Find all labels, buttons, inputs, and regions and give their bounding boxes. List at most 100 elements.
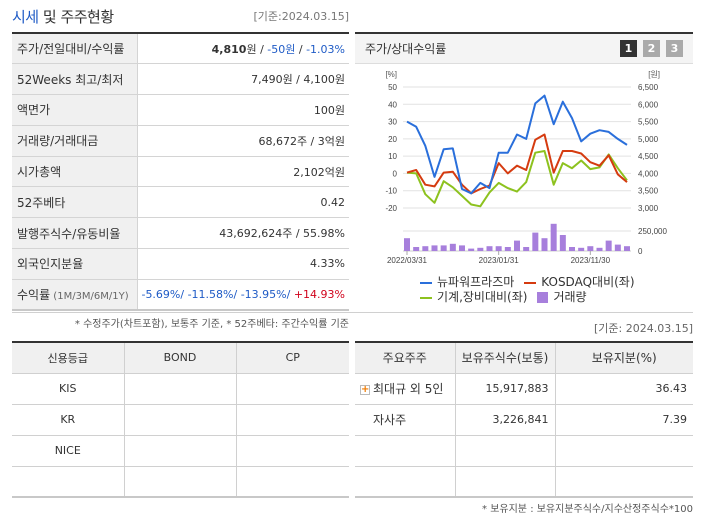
svg-text:[%]: [%] <box>385 70 397 79</box>
row-label: 수익률 <box>17 288 51 303</box>
price-change-rate: -1.03% <box>306 42 345 56</box>
row-value: 4.33% <box>137 248 349 280</box>
svg-text:5,000: 5,000 <box>638 135 659 144</box>
base-date: [기준:2024.03.15] <box>253 10 349 23</box>
svg-text:-20: -20 <box>385 204 397 213</box>
table-row: 52주베타 0.42 <box>12 186 349 219</box>
row-value: 0.42 <box>137 186 349 219</box>
chart-panel: 주가/상대수익률 1 2 3 [%] [원] 50 6,500 40 6,000 30 5,5… <box>355 0 693 309</box>
row-label: 주가/전일대비/수익률 <box>12 33 138 65</box>
market-summary-panel: 시세 및 주주현황 [기준:2024.03.15] 주가/전일대비/수익률 4,… <box>12 0 349 330</box>
table-row <box>355 434 693 467</box>
table-row: + 최대규 외 5인 15,917,883 36.43 <box>355 372 693 405</box>
current-price: 4,810 <box>211 42 247 56</box>
row-label: 52주베타 <box>12 186 138 219</box>
chart-legend: 뉴파워프라즈마 KOSDAQ대비(좌) 기계,장비대비(좌) 거래량 <box>420 275 635 305</box>
table-row: 발행주식수/유동비율 43,692,624주 / 55.98% <box>12 217 349 250</box>
row-label: 52Weeks 최고/최저 <box>12 63 138 96</box>
svg-text:2023/01/31: 2023/01/31 <box>479 256 520 265</box>
market-info-table: 주가/전일대비/수익률 4,810원 / -50원 / -1.03% 52Wee… <box>12 32 349 312</box>
legend-item[interactable]: 거래량 <box>537 290 587 305</box>
svg-text:3,000: 3,000 <box>638 204 659 213</box>
svg-text:50: 50 <box>388 83 397 92</box>
svg-text:0: 0 <box>638 247 643 256</box>
shareholder-name[interactable]: 최대규 외 5인 <box>373 382 444 396</box>
credit-grade-table: 신용등급 BOND CP KIS KR NICE <box>12 341 349 498</box>
expand-plus-icon[interactable]: + <box>360 383 370 395</box>
legend-line-icon <box>420 296 432 299</box>
chart-area: [%] [원] 50 6,500 40 6,000 30 5,500 20 5,000 10 4,50… <box>355 64 693 309</box>
shareholder-footnote: * 보유지분 : 보유지분주식수/지수산정주식수*100 <box>482 504 693 515</box>
shareholder-base-date: [기준: 2024.03.15] <box>593 322 693 335</box>
svg-text:2023/11/30: 2023/11/30 <box>571 256 611 265</box>
chart-tab-3[interactable]: 3 <box>666 40 683 57</box>
table-row <box>355 465 693 498</box>
table-row: 거래량/거래대금 68,672주 / 3억원 <box>12 125 349 157</box>
price-change: -50원 <box>267 42 296 56</box>
svg-text:[원]: [원] <box>648 70 660 79</box>
svg-text:250,000: 250,000 <box>638 227 667 236</box>
svg-text:30: 30 <box>388 118 397 127</box>
legend-item[interactable]: KOSDAQ대비(좌) <box>524 275 635 290</box>
section-title: 시세 및 주주현황 <box>12 7 114 26</box>
row-label: 외국인지분율 <box>12 248 138 280</box>
footnote: * 수정주가(차트포함), 보통주 기준, * 52주베타: 주간수익률 기준 <box>74 319 349 331</box>
svg-text:-10: -10 <box>385 187 397 196</box>
row-value: 43,692,624주 / 55.98% <box>137 217 349 250</box>
column-header: 보유지분(%) <box>554 341 693 374</box>
row-value: 2,102억원 <box>137 156 349 188</box>
row-value: 68,672주 / 3억원 <box>137 125 349 157</box>
column-header: 보유주식수(보통) <box>454 341 556 374</box>
returns-values: -5.69%/ -11.58%/ -13.95%/ +14.93% <box>137 279 349 312</box>
svg-text:20: 20 <box>388 135 397 144</box>
svg-text:6,000: 6,000 <box>638 100 659 109</box>
chart-tab-2[interactable]: 2 <box>643 40 660 57</box>
svg-text:6,500: 6,500 <box>638 83 659 92</box>
column-header: 신용등급 <box>12 341 125 374</box>
row-value: 7,490원 / 4,100원 <box>137 63 349 96</box>
table-row: 시가총액 2,102억원 <box>12 156 349 188</box>
divider <box>12 312 693 313</box>
column-header: CP <box>235 341 349 374</box>
table-row: NICE <box>12 434 349 467</box>
table-row: 액면가 100원 <box>12 94 349 126</box>
shareholder-name: 자사주 <box>355 403 456 436</box>
table-row: 52Weeks 최고/최저 7,490원 / 4,100원 <box>12 63 349 96</box>
row-label: 시가총액 <box>12 156 138 188</box>
row-label: 발행주식수/유동비율 <box>12 217 138 250</box>
table-row <box>12 465 349 498</box>
section-header: 시세 및 주주현황 [기준:2024.03.15] <box>12 0 349 32</box>
chart-page-tabs: 1 2 3 <box>620 40 683 57</box>
table-row: 주가/전일대비/수익률 4,810원 / -50원 / -1.03% <box>12 33 349 65</box>
table-header-row: 주요주주 보유주식수(보통) 보유지분(%) <box>355 341 693 374</box>
legend-square-icon <box>537 292 549 303</box>
shareholders-table: 주요주주 보유주식수(보통) 보유지분(%) + 최대규 외 5인 15,917,… <box>355 341 693 498</box>
legend-item[interactable]: 뉴파워프라즈마 <box>420 275 514 290</box>
row-value: 100원 <box>137 94 349 126</box>
svg-text:2022/03/31: 2022/03/31 <box>387 256 428 265</box>
table-header-row: 신용등급 BOND CP <box>12 341 349 374</box>
legend-item[interactable]: 기계,장비대비(좌) <box>420 290 527 305</box>
row-label: 액면가 <box>12 94 138 126</box>
svg-text:4,500: 4,500 <box>638 152 659 161</box>
svg-text:4,000: 4,000 <box>638 169 659 178</box>
svg-text:40: 40 <box>388 100 397 109</box>
column-header: BOND <box>123 341 237 374</box>
svg-text:3,500: 3,500 <box>638 187 659 196</box>
table-row: 수익률 (1M/3M/6M/1Y) -5.69%/ -11.58%/ -13.9… <box>12 279 349 312</box>
svg-text:10: 10 <box>388 152 397 161</box>
table-row: 자사주 3,226,841 7.39 <box>355 403 693 436</box>
table-row: 외국인지분율 4.33% <box>12 248 349 280</box>
line-chart: [%] [원] 50 6,500 40 6,000 30 5,500 20 5,000 10 4,50… <box>385 70 667 265</box>
chart-title: 주가/상대수익률 <box>365 42 447 56</box>
table-row: KIS <box>12 372 349 405</box>
chart-header: 주가/상대수익률 1 2 3 <box>355 34 693 64</box>
legend-line-icon <box>524 281 537 284</box>
table-row: KR <box>12 403 349 436</box>
legend-line-icon <box>420 281 432 284</box>
svg-text:5,500: 5,500 <box>638 118 659 127</box>
column-header: 주요주주 <box>355 341 456 374</box>
chart-tab-1[interactable]: 1 <box>620 40 637 57</box>
svg-text:0: 0 <box>393 169 398 178</box>
row-label: 거래량/거래대금 <box>12 125 138 157</box>
